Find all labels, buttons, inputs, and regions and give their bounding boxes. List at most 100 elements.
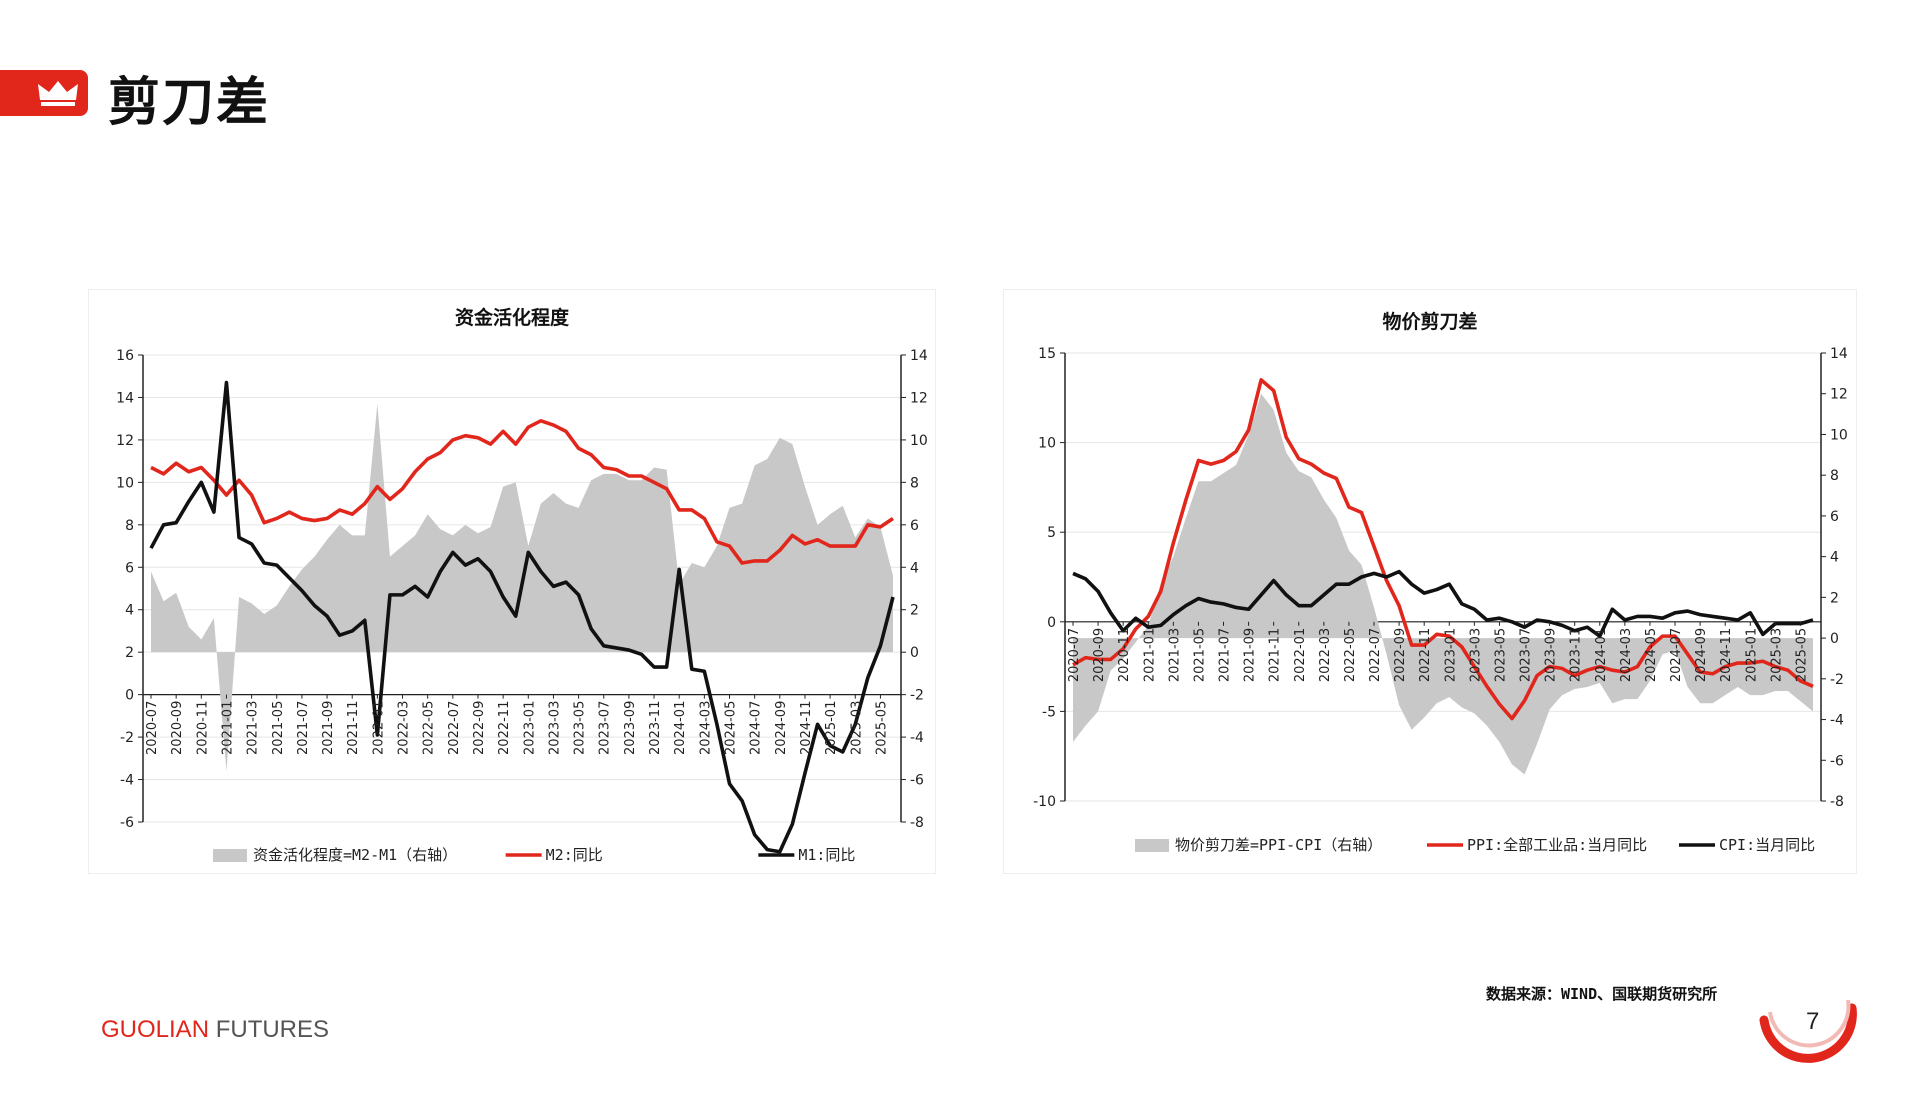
line-series-black [149, 380, 895, 854]
x-axis-tick-label: 2025-03 [849, 701, 864, 755]
x-axis-tick-label: 2025-03 [1769, 628, 1784, 682]
left-axis-tick-label: 10 [1038, 436, 1056, 452]
x-axis-tick-label: 2020-09 [1092, 628, 1107, 682]
left-axis-tick-label: -4 [120, 773, 134, 789]
right-axis-tick-label: 0 [1830, 631, 1839, 647]
x-axis-tick-label: 2022-07 [447, 701, 462, 755]
right-axis-tick-label: 10 [910, 433, 928, 449]
left-axis-tick-label: 6 [125, 560, 134, 576]
left-axis-tick-label: -5 [1042, 704, 1056, 720]
x-axis-tick-label: 2024-03 [698, 701, 713, 755]
brand-name-gray: FUTURES [209, 1016, 330, 1043]
legend-label: CPI:当月同比 [1719, 836, 1815, 854]
x-axis-tick-label: 2022-09 [1393, 628, 1408, 682]
x-axis-tick-label: 2022-09 [472, 701, 487, 755]
x-axis-tick-label: 2024-05 [724, 701, 739, 755]
right-axis-tick-label: -8 [1830, 794, 1844, 810]
right-axis-tick-label: -6 [910, 773, 924, 789]
left-axis-tick-label: 0 [125, 688, 134, 704]
right-axis-tick-label: 2 [910, 603, 919, 619]
x-axis-tick-label: 2025-01 [824, 701, 839, 755]
x-axis-tick-label: 2022-05 [1343, 628, 1358, 682]
x-axis-tick-label: 2024-01 [1594, 628, 1609, 682]
left-axis-tick-label: 4 [125, 603, 134, 619]
left-axis-tick-label: -10 [1033, 794, 1056, 810]
right-axis-tick-label: 4 [1830, 550, 1839, 566]
x-axis-tick-label: 2025-01 [1744, 628, 1759, 682]
x-axis-tick-label: 2024-11 [1719, 628, 1734, 682]
chart-panel-money-activation: 资金活化程度 -6 -4 -2 0 2 4 6 8 10 12 14 16 -8 -6 -4 -2 0 2 4 6 8 10… [88, 289, 936, 874]
right-axis-tick-label: -6 [1830, 753, 1844, 769]
left-axis-tick-label: 12 [116, 433, 134, 449]
right-axis-tick-label: 12 [910, 390, 928, 406]
right-axis-tick-label: 10 [1830, 427, 1848, 443]
brand-logo-text: GUOLIAN FUTURES [101, 1016, 329, 1044]
x-axis-tick-label: 2025-05 [874, 701, 889, 755]
legend-label: 物价剪刀差=PPI-CPI（右轴） [1175, 836, 1382, 854]
left-axis-tick-label: 15 [1038, 346, 1056, 362]
x-axis-tick-label: 2023-11 [1569, 628, 1584, 682]
data-source: 数据来源：WIND、国联期货研究所 [1486, 985, 1718, 1003]
x-axis-tick-label: 2021-05 [271, 701, 286, 755]
left-axis-tick-label: 8 [125, 518, 134, 534]
x-axis-tick-label: 2024-09 [774, 701, 789, 755]
legend-label: M2:同比 [546, 846, 603, 864]
x-axis-tick-label: 2023-01 [1443, 628, 1458, 682]
x-axis-tick-label: 2021-05 [1192, 628, 1207, 682]
x-axis-tick-label: 2025-05 [1794, 628, 1809, 682]
left-axis-tick-label: 14 [116, 390, 134, 406]
x-axis-tick-label: 2022-01 [1293, 628, 1308, 682]
right-axis-tick-label: 2 [1830, 590, 1839, 606]
x-axis-tick-label: 2023-03 [1468, 628, 1483, 682]
left-axis-tick-label: 5 [1047, 525, 1056, 541]
right-axis-tick-label: -2 [1830, 672, 1844, 688]
x-axis-tick-label: 2021-07 [1218, 628, 1233, 682]
right-axis-tick-label: -2 [910, 688, 924, 704]
page-number: 7 [1806, 1008, 1820, 1035]
x-axis-tick-label: 2024-07 [749, 701, 764, 755]
x-axis-tick-label: 2021-03 [246, 701, 261, 755]
x-axis-tick-label: 2022-07 [1368, 628, 1383, 682]
x-axis-tick-label: 2023-05 [573, 701, 588, 755]
left-axis-tick-label: 16 [116, 348, 134, 364]
x-axis-tick-label: 2022-11 [1418, 628, 1433, 682]
x-axis-tick-label: 2021-07 [296, 701, 311, 755]
x-axis-tick-label: 2021-03 [1167, 628, 1182, 682]
x-axis-tick-label: 2021-11 [1268, 628, 1283, 682]
right-axis-tick-label: 8 [1830, 468, 1839, 484]
left-axis-tick-label: 10 [116, 475, 134, 491]
right-axis-tick-label: 8 [910, 475, 919, 491]
x-axis-tick-label: 2022-11 [497, 701, 512, 755]
area-series [1073, 393, 1813, 775]
right-axis-tick-label: -4 [1830, 713, 1844, 729]
line-series-black [1072, 569, 1814, 638]
x-axis-tick-label: 2024-07 [1669, 628, 1684, 682]
x-axis-tick-label: 2021-01 [1142, 628, 1157, 682]
x-axis-tick-label: 2021-09 [321, 701, 336, 755]
x-axis-tick-label: 2023-03 [547, 701, 562, 755]
left-axis-tick-label: -6 [120, 815, 134, 831]
x-axis-tick-label: 2020-07 [145, 701, 160, 755]
legend-label: PPI:全部工业品:当月同比 [1467, 836, 1647, 854]
brand-name-red: GUOLIAN [101, 1016, 210, 1043]
x-axis-tick-label: 2020-07 [1067, 628, 1082, 682]
x-axis-tick-label: 2023-11 [648, 701, 663, 755]
right-axis-tick-label: 4 [910, 560, 919, 576]
left-axis-tick-label: 2 [125, 645, 134, 661]
x-axis-tick-label: 2020-09 [170, 701, 185, 755]
right-axis-tick-label: 14 [1830, 346, 1848, 362]
right-axis-tick-label: 12 [1830, 387, 1848, 403]
x-axis-tick-label: 2024-09 [1694, 628, 1709, 682]
chart-title: 物价剪刀差 [1382, 310, 1477, 333]
right-axis-tick-label: 6 [1830, 509, 1839, 525]
line-series-red [150, 419, 895, 565]
legend-label: 资金活化程度=M2-M1（右轴） [253, 846, 457, 864]
x-axis-tick-label: 2020-11 [195, 701, 210, 755]
page-title: 剪刀差 [108, 73, 271, 133]
line-series-red [1072, 378, 1814, 721]
chart-money-activation: 资金活化程度 -6 -4 -2 0 2 4 6 8 10 12 14 16 -8 -6 -4 -2 0 2 4 6 8 10… [116, 306, 928, 864]
x-axis-tick-label: 2023-05 [1493, 628, 1508, 682]
x-axis-tick-label: 2023-07 [1519, 628, 1534, 682]
chart-title: 资金活化程度 [455, 306, 570, 329]
right-axis-tick-label: 0 [910, 645, 919, 661]
